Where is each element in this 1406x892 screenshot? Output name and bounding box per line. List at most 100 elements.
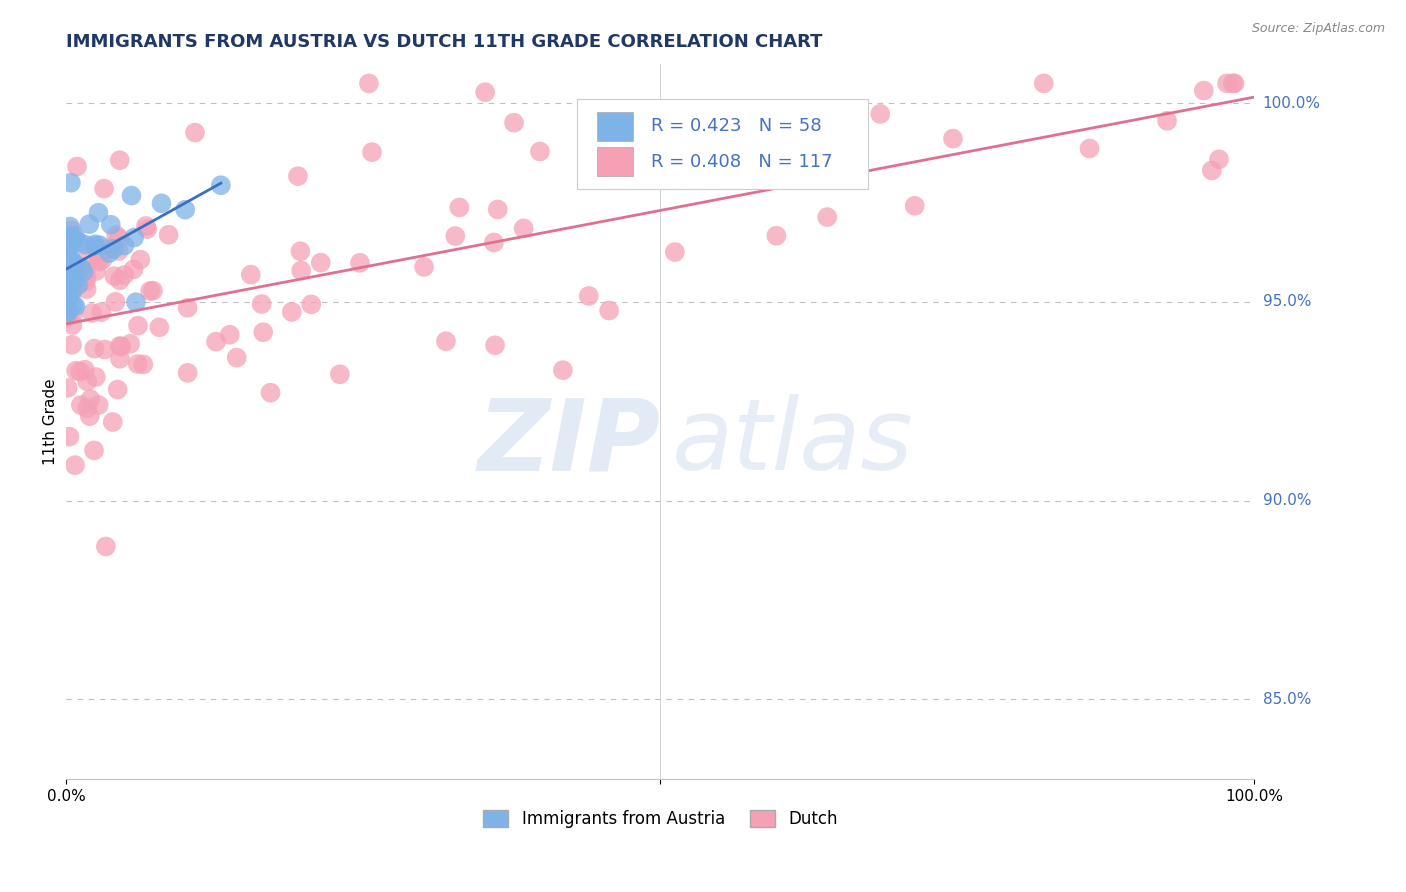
Point <box>107 383 129 397</box>
Point <box>58 286 80 301</box>
Point <box>67 278 90 293</box>
Point <box>112 238 135 252</box>
Point <box>100 218 122 232</box>
Point <box>512 221 534 235</box>
Point <box>66 276 89 290</box>
Point <box>90 305 112 319</box>
Point <box>93 181 115 195</box>
Bar <box>598 112 633 141</box>
Point <box>87 247 110 261</box>
Point <box>65 364 87 378</box>
Point <box>58 231 80 245</box>
Point <box>56 237 79 252</box>
Point <box>56 301 79 315</box>
Point <box>58 238 80 252</box>
Point <box>58 229 80 244</box>
Point <box>129 252 152 267</box>
Point <box>503 116 526 130</box>
Point <box>108 339 131 353</box>
Point <box>63 229 86 244</box>
Point <box>287 169 309 183</box>
Point <box>65 273 87 287</box>
Point <box>87 398 110 412</box>
Point <box>59 176 82 190</box>
Point <box>70 260 93 275</box>
Point <box>103 242 125 256</box>
Point <box>482 235 505 250</box>
Point <box>56 246 79 260</box>
Point <box>112 268 135 282</box>
Point <box>449 201 471 215</box>
Point <box>444 229 467 244</box>
Point <box>209 178 232 193</box>
Point <box>59 239 82 253</box>
Point <box>1216 76 1239 90</box>
Point <box>110 339 132 353</box>
Point <box>474 85 496 99</box>
Point <box>176 366 198 380</box>
Point <box>84 264 107 278</box>
Point <box>125 295 148 310</box>
Point <box>72 265 94 279</box>
Point <box>121 188 143 202</box>
Point <box>1032 76 1054 90</box>
Point <box>66 160 89 174</box>
Point <box>135 219 157 233</box>
Point <box>91 252 114 267</box>
Point <box>70 263 93 277</box>
Point <box>120 337 142 351</box>
Point <box>63 257 86 271</box>
Point <box>79 217 101 231</box>
FancyBboxPatch shape <box>578 99 869 189</box>
Point <box>58 273 80 287</box>
Point <box>1201 163 1223 178</box>
Point <box>69 398 91 412</box>
Text: R = 0.423   N = 58: R = 0.423 N = 58 <box>651 118 821 136</box>
Point <box>361 145 384 160</box>
Point <box>59 263 82 277</box>
Point <box>62 298 84 312</box>
Point <box>55 307 77 321</box>
Point <box>150 196 173 211</box>
Point <box>56 268 79 282</box>
Point <box>108 153 131 168</box>
Point <box>664 245 686 260</box>
Point <box>67 235 90 249</box>
Point <box>60 270 83 285</box>
Point <box>1078 141 1101 155</box>
Text: 95.0%: 95.0% <box>1263 294 1312 310</box>
Point <box>239 268 262 282</box>
Point <box>84 370 107 384</box>
Point <box>281 305 304 319</box>
Point <box>104 294 127 309</box>
Point <box>1222 76 1244 90</box>
Point <box>578 289 600 303</box>
Point <box>413 260 436 274</box>
Point <box>76 282 98 296</box>
Point <box>127 318 149 333</box>
Point <box>56 277 79 292</box>
Point <box>55 291 77 305</box>
Point <box>75 270 97 285</box>
Point <box>60 338 83 352</box>
Point <box>637 161 659 175</box>
Point <box>529 145 551 159</box>
Point <box>299 297 322 311</box>
Point <box>58 253 80 268</box>
Point <box>75 237 97 252</box>
Point <box>58 267 80 281</box>
Text: R = 0.408   N = 117: R = 0.408 N = 117 <box>651 153 832 170</box>
Point <box>1223 76 1246 90</box>
Point <box>205 334 228 349</box>
Point <box>84 237 107 252</box>
Point <box>942 131 965 145</box>
Point <box>658 159 681 173</box>
Point <box>56 287 79 301</box>
Point <box>59 251 82 265</box>
Point <box>815 210 838 224</box>
Point <box>218 327 240 342</box>
Point <box>60 285 83 300</box>
Point <box>93 343 115 357</box>
Text: IMMIGRANTS FROM AUSTRIA VS DUTCH 11TH GRADE CORRELATION CHART: IMMIGRANTS FROM AUSTRIA VS DUTCH 11TH GR… <box>66 33 823 51</box>
Point <box>108 231 131 245</box>
